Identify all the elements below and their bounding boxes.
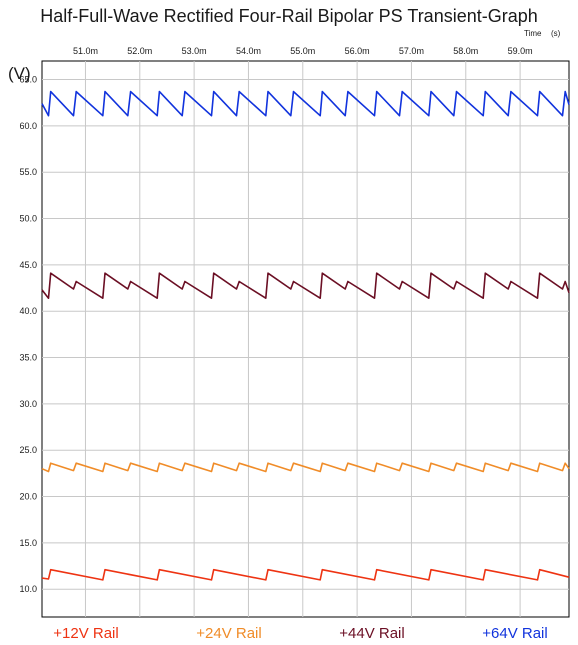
x-tick-label: 54.0m bbox=[236, 46, 261, 56]
x-tick-label: 52.0m bbox=[127, 46, 152, 56]
y-tick-label: 40.0 bbox=[19, 306, 37, 316]
legend-entry-3: +44V Rail bbox=[339, 625, 404, 642]
x-tick-label: 55.0m bbox=[290, 46, 315, 56]
x-axis-unit-label: Time (s) bbox=[524, 29, 561, 38]
legend-entry-2: +24V Rail bbox=[196, 625, 261, 642]
y-tick-label: 65.0 bbox=[19, 75, 37, 85]
x-tick-label: 56.0m bbox=[345, 46, 370, 56]
y-tick-label: 55.0 bbox=[19, 167, 37, 177]
y-tick-label: 25.0 bbox=[19, 445, 37, 455]
y-tick-label: 15.0 bbox=[19, 538, 37, 548]
legend: +12V Rail +24V Rail +44V Rail +64V Rail bbox=[53, 625, 547, 642]
y-tick-label: 10.0 bbox=[19, 584, 37, 594]
y-tick-label: 35.0 bbox=[19, 353, 37, 363]
y-tick-label: 45.0 bbox=[19, 260, 37, 270]
y-axis-unit: (V) bbox=[8, 64, 31, 83]
x-tick-label: 53.0m bbox=[182, 46, 207, 56]
y-tick-label: 30.0 bbox=[19, 399, 37, 409]
x-tick-label: 59.0m bbox=[508, 46, 533, 56]
series-lines bbox=[41, 90, 570, 581]
plot-frame bbox=[41, 60, 570, 618]
series-line-4 bbox=[41, 90, 570, 117]
x-tick-label: 57.0m bbox=[399, 46, 424, 56]
y-tick-label: 60.0 bbox=[19, 121, 37, 131]
series-line-1 bbox=[41, 568, 570, 581]
y-tick-labels: 10.0 15.0 20.0 25.0 30.0 35.0 40.0 45.0 50.0 55.0… bbox=[19, 75, 37, 595]
x-tick-labels: 51.0m 52.0m 53.0m 54.0m 55.0m 56.0m 57.0m 58.0m… bbox=[73, 46, 533, 56]
y-tick-label: 50.0 bbox=[19, 214, 37, 224]
grid bbox=[42, 61, 569, 617]
chart-title: Half-Full-Wave Rectified Four-Rail Bipol… bbox=[40, 6, 538, 26]
series-line-3 bbox=[41, 272, 570, 300]
series-line-2 bbox=[41, 462, 570, 473]
x-tick-label: 58.0m bbox=[453, 46, 478, 56]
legend-entry-4: +64V Rail bbox=[482, 625, 547, 642]
x-axis-label: Time bbox=[524, 29, 542, 38]
x-tick-label: 51.0m bbox=[73, 46, 98, 56]
y-tick-label: 20.0 bbox=[19, 492, 37, 502]
x-axis-unit: (s) bbox=[551, 29, 561, 38]
legend-entry-1: +12V Rail bbox=[53, 625, 118, 642]
